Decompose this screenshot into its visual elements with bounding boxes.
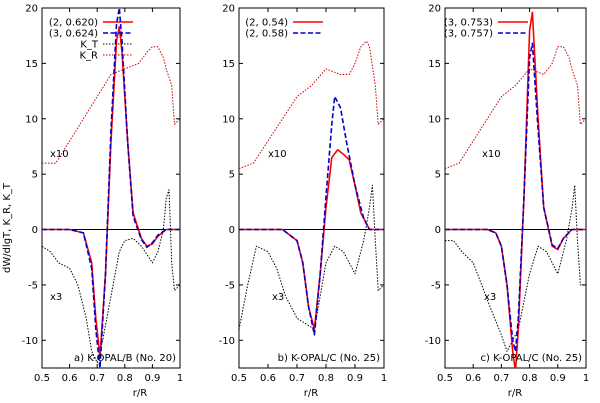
scale-annotation: x3 — [50, 292, 62, 303]
plot-frame — [41, 7, 181, 369]
x-tick-label: 0.7 — [493, 373, 509, 384]
x-tick-label: 0.5 — [231, 373, 247, 384]
series-line-k-t — [239, 184, 384, 330]
y-tick-label: 5 — [229, 170, 235, 181]
legend-label: (3, 0.757) — [444, 29, 493, 40]
plot-frame — [444, 7, 587, 369]
x-tick-label: 0.5 — [34, 373, 50, 384]
series-line-2-0-58 — [239, 95, 384, 336]
legend-label: (3, 0.753) — [444, 18, 493, 29]
x-tick-label: 0.6 — [465, 373, 481, 384]
x-tick-label: 1 — [381, 373, 387, 384]
legend-label: (3, 0.624) — [49, 29, 98, 40]
x-tick-label: 0.8 — [522, 373, 538, 384]
x-tick-label: 1 — [177, 373, 183, 384]
x-axis-title-3: r/R — [508, 388, 522, 399]
x-tick-label: 0.7 — [289, 373, 305, 384]
y-tick-label: 5 — [32, 170, 38, 181]
y-tick-label: 10 — [25, 114, 38, 125]
plot-frame — [238, 7, 385, 369]
x-axis-title-1: r/R — [133, 388, 147, 399]
series-line-3-0-757 — [445, 42, 586, 353]
series-line-k-t — [445, 184, 586, 352]
y-tick-label: 0 — [229, 225, 235, 236]
y-tick-label: 0 — [435, 225, 441, 236]
x-tick-label: 1 — [583, 373, 589, 384]
x-tick-label: 0.8 — [117, 373, 133, 384]
panel-2: 0.5 0.6 0.7 0.8 0.9 1 -10 -5 0 5 10 15 20 (2, 0.54)(2… — [219, 4, 388, 385]
series-line-k-r — [42, 46, 180, 164]
legend-label: K_R — [79, 51, 98, 62]
y-tick-label: 20 — [428, 4, 441, 15]
series-line-2-0-620 — [42, 26, 180, 358]
x-tick-label: 0.6 — [260, 373, 276, 384]
y-tick-label: 0 — [32, 225, 38, 236]
panel-1: 0.5 0.6 0.7 0.8 0.9 1 -10 -5 0 5 10 15 20 (2, 0.620)(… — [22, 4, 184, 385]
x-tick-label: 0.6 — [62, 373, 78, 384]
series-line-k-t — [42, 189, 180, 363]
scale-annotation: x10 — [482, 149, 501, 160]
x-tick-label: 0.7 — [89, 373, 105, 384]
y-tick-label: -10 — [425, 336, 441, 347]
series-line-2-0-54 — [239, 149, 384, 330]
y-tick-label: 15 — [222, 59, 235, 70]
panel-caption: b) K-OPAL/C (No. 25) — [278, 353, 380, 364]
panel-3: 0.5 0.6 0.7 0.8 0.9 1 -10 -5 0 5 10 15 20(3, 0.753)(… — [425, 4, 590, 385]
y-axis-title: dW/dlgT, K_R, K_T — [2, 182, 13, 273]
series-line-3-0-753 — [445, 11, 586, 368]
panel-caption: c) K-OPAL/C (No. 25) — [481, 353, 583, 364]
y-tick-label: -5 — [225, 280, 235, 291]
y-tick-label: -5 — [431, 280, 441, 291]
y-tick-label: 15 — [25, 59, 38, 70]
legend-label: K_T — [80, 40, 99, 51]
x-tick-label: 0.9 — [550, 373, 566, 384]
y-tick-label: 15 — [428, 59, 441, 70]
y-tick-label: -10 — [22, 336, 38, 347]
legend-label: (2, 0.58) — [245, 29, 288, 40]
series-line-k-r — [445, 46, 586, 170]
legend-label: (2, 0.620) — [49, 18, 98, 29]
scale-annotation: x10 — [50, 149, 69, 160]
x-tick-label: 0.9 — [144, 373, 160, 384]
y-tick-label: -10 — [219, 336, 235, 347]
series-line-k-r — [239, 40, 384, 170]
legend-label: (2, 0.54) — [245, 18, 288, 29]
y-tick-label: 10 — [428, 114, 441, 125]
panel-caption: a) K-OPAL/B (No. 20) — [74, 353, 176, 364]
x-tick-label: 0.9 — [347, 373, 363, 384]
scale-annotation: x10 — [268, 149, 287, 160]
x-tick-label: 0.8 — [318, 373, 334, 384]
scale-annotation: x3 — [484, 292, 496, 303]
y-tick-label: 20 — [25, 4, 38, 15]
x-tick-label: 0.5 — [437, 373, 453, 384]
y-tick-label: 10 — [222, 114, 235, 125]
scale-annotation: x3 — [272, 292, 284, 303]
series-line-3-0-624 — [42, 8, 180, 368]
y-tick-label: 20 — [222, 4, 235, 15]
y-tick-label: -5 — [28, 280, 38, 291]
x-axis-title-2: r/R — [304, 388, 318, 399]
y-tick-label: 5 — [435, 170, 441, 181]
